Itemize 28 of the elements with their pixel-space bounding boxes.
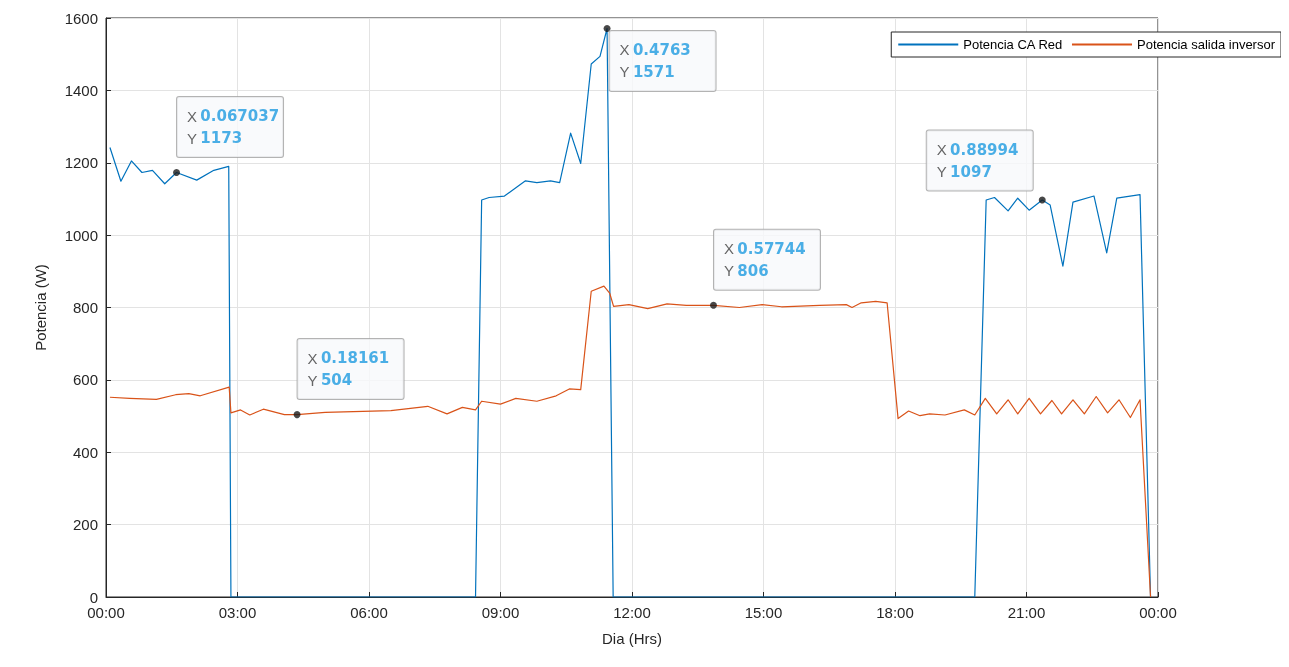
- x-tick-label: 00:00: [1139, 604, 1177, 621]
- y-tick-label: 600: [72, 371, 98, 389]
- x-tick-label: 12:00: [613, 604, 651, 621]
- legend-label: Potencia salida inversor: [1136, 37, 1276, 52]
- x-tick-label: 06:00: [350, 604, 388, 621]
- y-tick-label: 400: [72, 443, 98, 461]
- annotation: X 0.4763 Y 1571: [619, 40, 691, 81]
- y-tick-label: 1000: [64, 226, 98, 244]
- y-tick-label: 1400: [64, 81, 98, 99]
- x-tick-label: 09:00: [481, 604, 520, 621]
- y-tick-label: 1200: [64, 154, 98, 172]
- x-axis-title: Dia (Hrs): [602, 630, 662, 647]
- annotation: X 0.88994 Y 1097: [936, 140, 1019, 181]
- y-tick-label: 1600: [64, 9, 98, 27]
- annotation: X 0.067037 Y 1173: [187, 107, 280, 148]
- line-series: [109, 285, 1152, 598]
- y-tick-label: 200: [72, 516, 98, 534]
- x-tick-label: 18:00: [876, 604, 914, 621]
- x-tick-label: 15:00: [744, 604, 783, 621]
- y-tick-label: 800: [72, 299, 98, 316]
- y-axis-title: Potencia (W): [32, 264, 49, 351]
- x-tick-label: 03:00: [218, 604, 257, 621]
- annotation: X 0.57744 Y 806: [723, 239, 806, 280]
- y-tick-label: 0: [89, 588, 98, 606]
- x-tick-label: 00:00: [87, 604, 125, 621]
- annotation: X 0.18161 Y 504: [307, 349, 390, 390]
- legend-label: Potencia CA Red: [963, 37, 1063, 52]
- x-tick-label: 21:00: [1007, 604, 1046, 621]
